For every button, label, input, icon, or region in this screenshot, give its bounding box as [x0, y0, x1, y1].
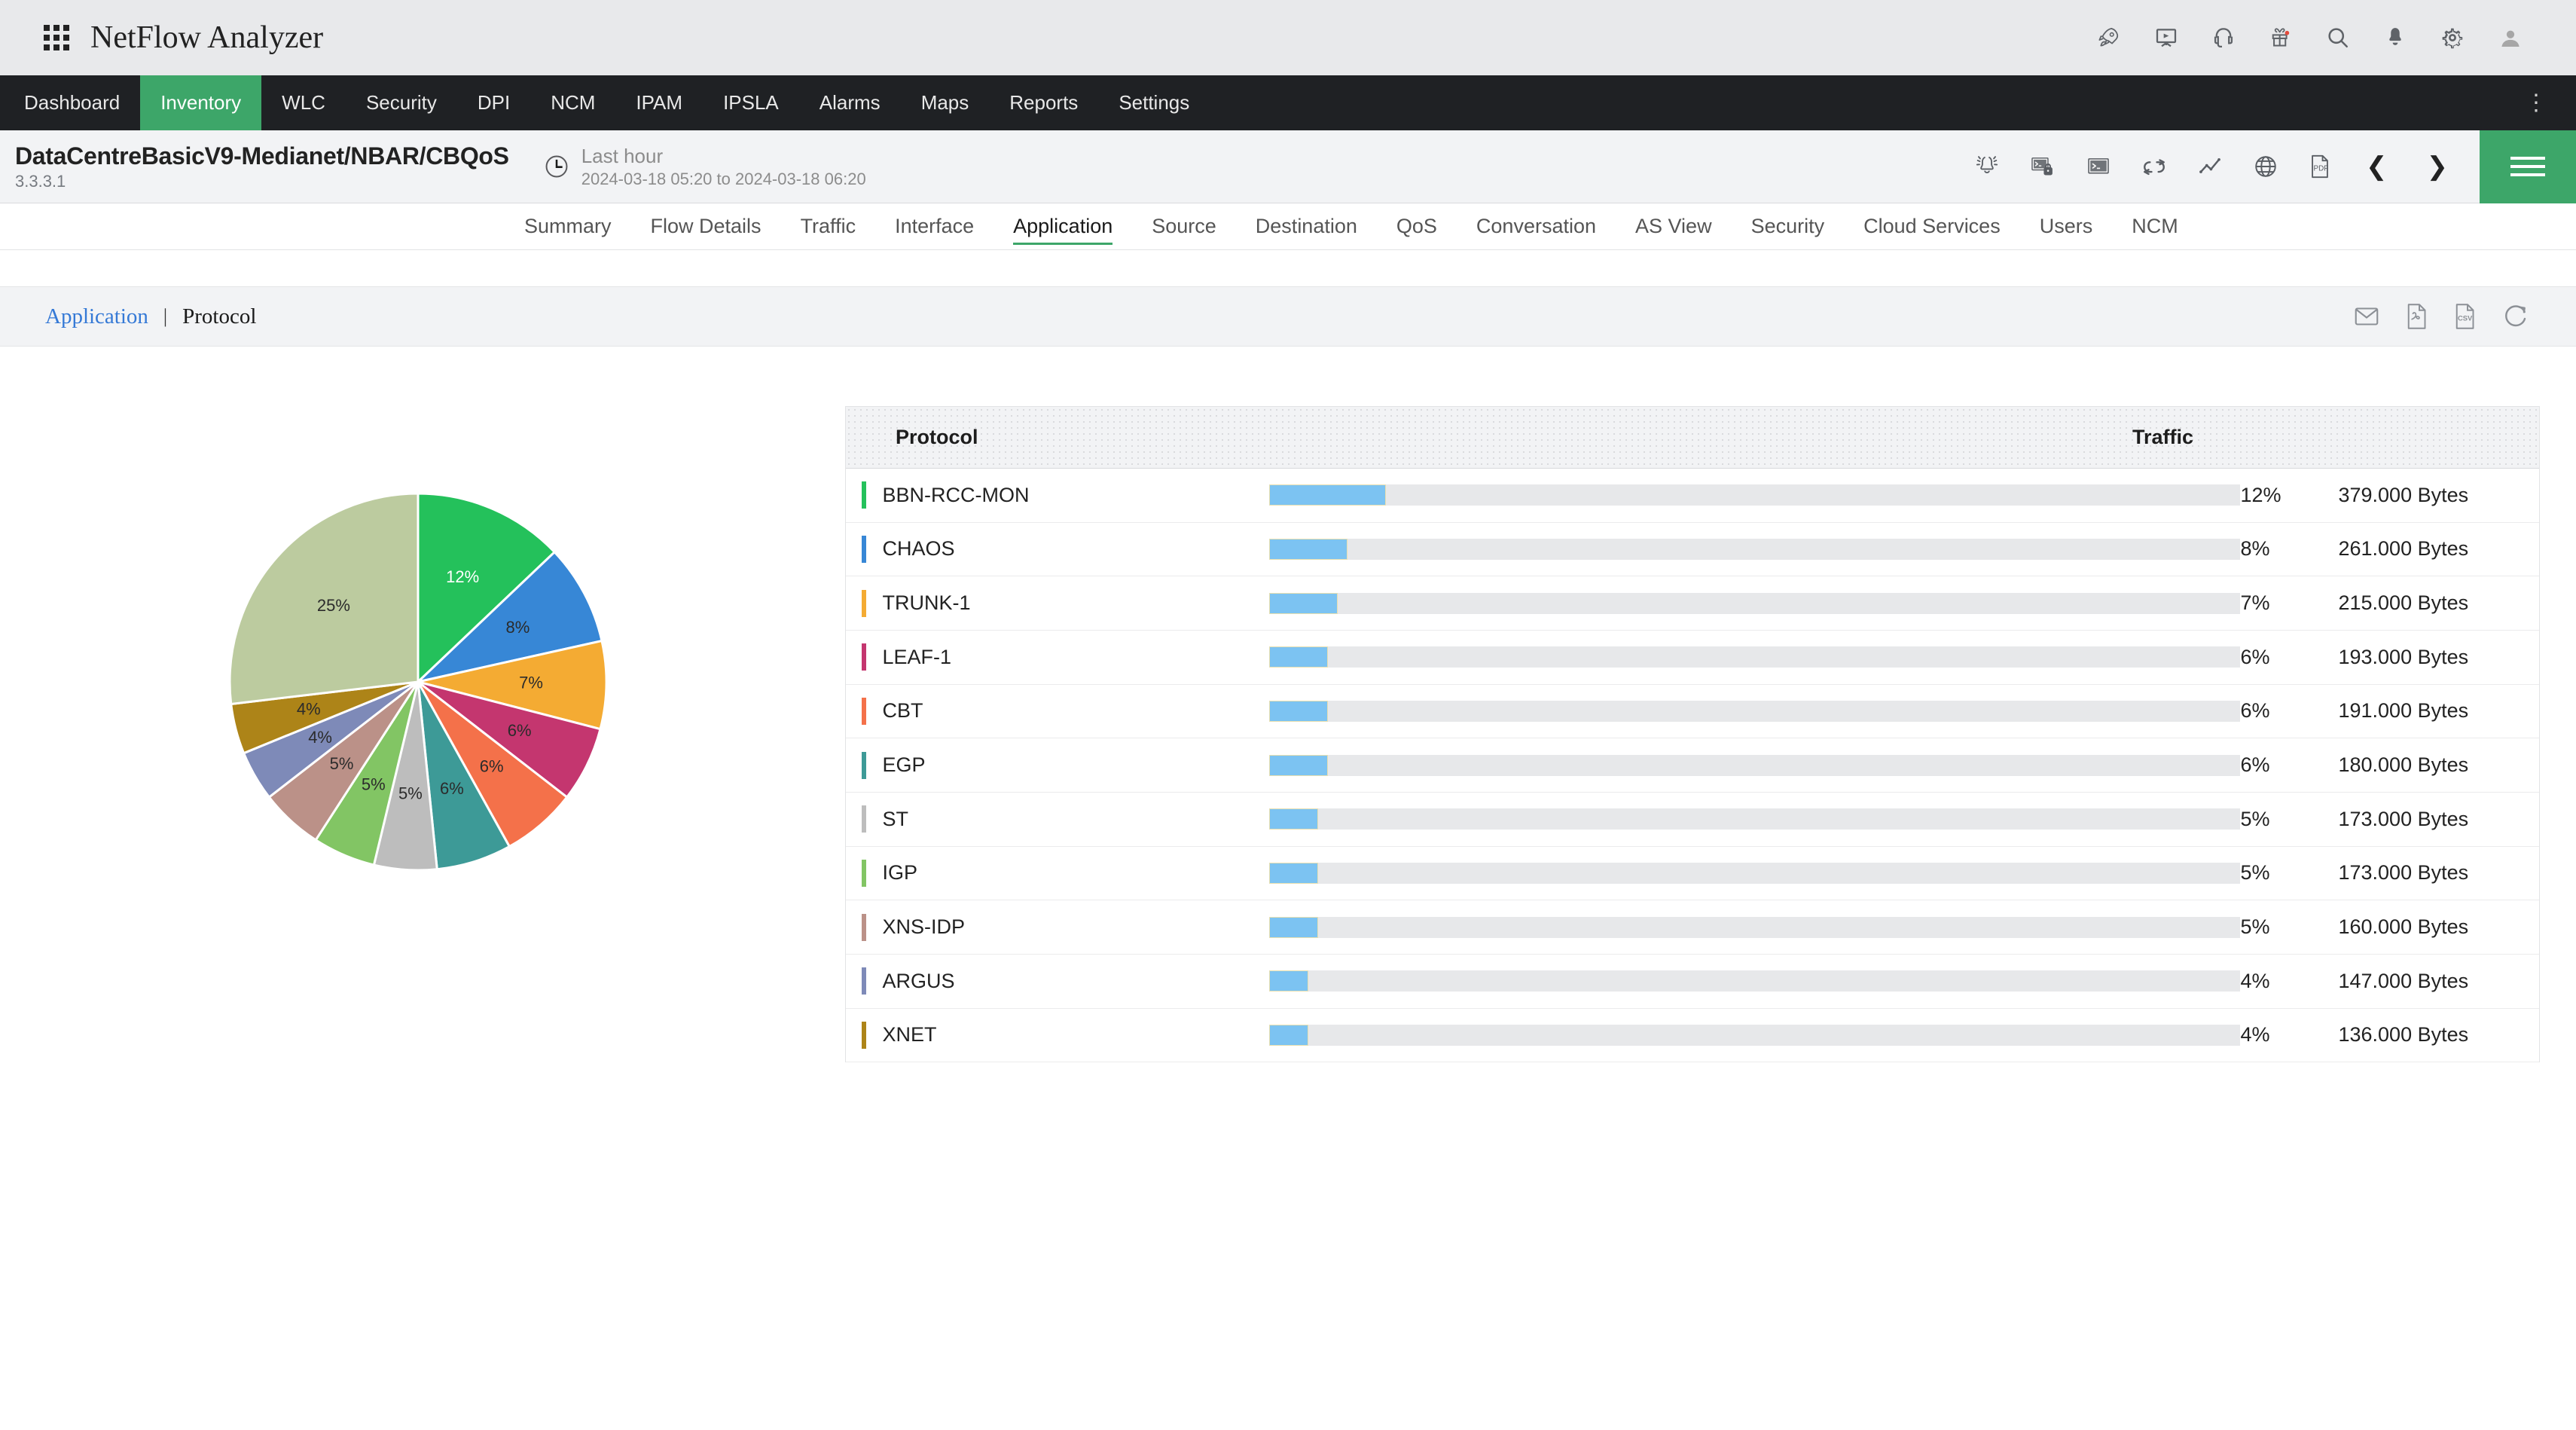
- svg-text:5%: 5%: [398, 784, 423, 803]
- svg-text:CSV: CSV: [2458, 314, 2473, 322]
- svg-text:25%: 25%: [317, 596, 350, 615]
- svg-text:4%: 4%: [308, 728, 332, 747]
- svg-text:5%: 5%: [330, 754, 354, 773]
- svg-text:PDF: PDF: [2314, 165, 2329, 173]
- svg-text:8%: 8%: [506, 618, 530, 637]
- svg-text:6%: 6%: [508, 721, 532, 740]
- svg-text:6%: 6%: [440, 779, 464, 798]
- svg-text:6%: 6%: [480, 757, 504, 776]
- svg-text:7%: 7%: [519, 673, 543, 692]
- svg-text:12%: 12%: [446, 567, 479, 586]
- svg-text:5%: 5%: [362, 775, 386, 794]
- svg-text:4%: 4%: [297, 699, 321, 718]
